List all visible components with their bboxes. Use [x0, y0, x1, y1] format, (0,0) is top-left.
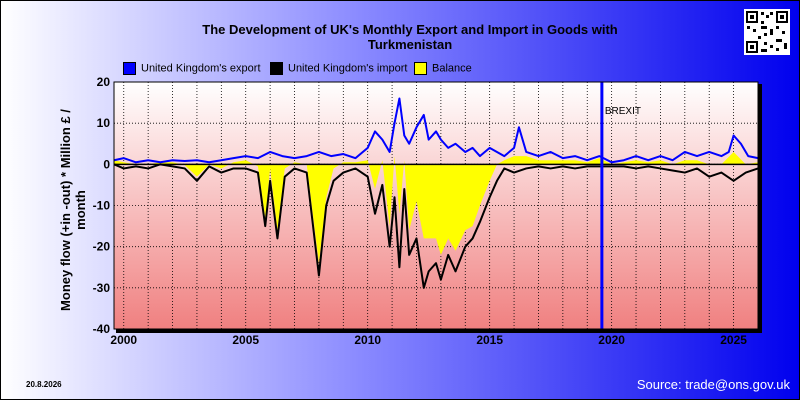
- x-tick-label: 2020: [598, 333, 625, 347]
- legend-swatch-export: [123, 62, 136, 75]
- brexit-annotation: BREXIT: [605, 106, 641, 117]
- legend-swatch-import: [270, 62, 283, 75]
- x-tick-label: 2025: [720, 333, 747, 347]
- chart-title-line2: Turkmenistan: [367, 37, 453, 52]
- y-tick-label: 20: [97, 75, 111, 89]
- legend-label-export: United Kingdom's export: [141, 62, 261, 75]
- import-series-line: [113, 163, 759, 289]
- plot-shadow-bottom: [116, 329, 762, 333]
- export-series-line: [113, 97, 759, 164]
- y-axis-label: Money flow (+in -out) * Million £ / mont…: [58, 109, 88, 311]
- y-tick-label: -10: [93, 199, 111, 213]
- x-tick-label: 2010: [354, 333, 381, 347]
- y-tick-label: -30: [93, 281, 111, 295]
- y-tick-label: 0: [103, 157, 110, 171]
- y-tick-label: -20: [93, 240, 111, 254]
- qr-code-icon: [744, 9, 790, 55]
- balance-area: [114, 151, 758, 264]
- y-tick-label: 10: [97, 116, 111, 130]
- source-label: Source: trade@ons.gov.uk: [636, 377, 790, 392]
- legend-import: United Kingdom's import: [270, 62, 408, 76]
- x-tick-label: 2000: [110, 333, 137, 347]
- legend-export: United Kingdom's export: [123, 62, 261, 76]
- legend-label-balance: Balance: [432, 62, 472, 75]
- legend-balance: Balance: [414, 62, 472, 76]
- x-tick-label: 2005: [232, 333, 259, 347]
- x-tick-label: 2015: [476, 333, 503, 347]
- legend-label-import: United Kingdom's import: [288, 62, 408, 75]
- plot-shadow-right: [758, 84, 762, 331]
- legend-swatch-balance: [414, 62, 427, 75]
- y-tick-label: -40: [93, 322, 111, 336]
- chart-title: The Development of UK's Monthly Export a…: [202, 22, 618, 37]
- date-stamp: 20.8.2026: [26, 380, 62, 389]
